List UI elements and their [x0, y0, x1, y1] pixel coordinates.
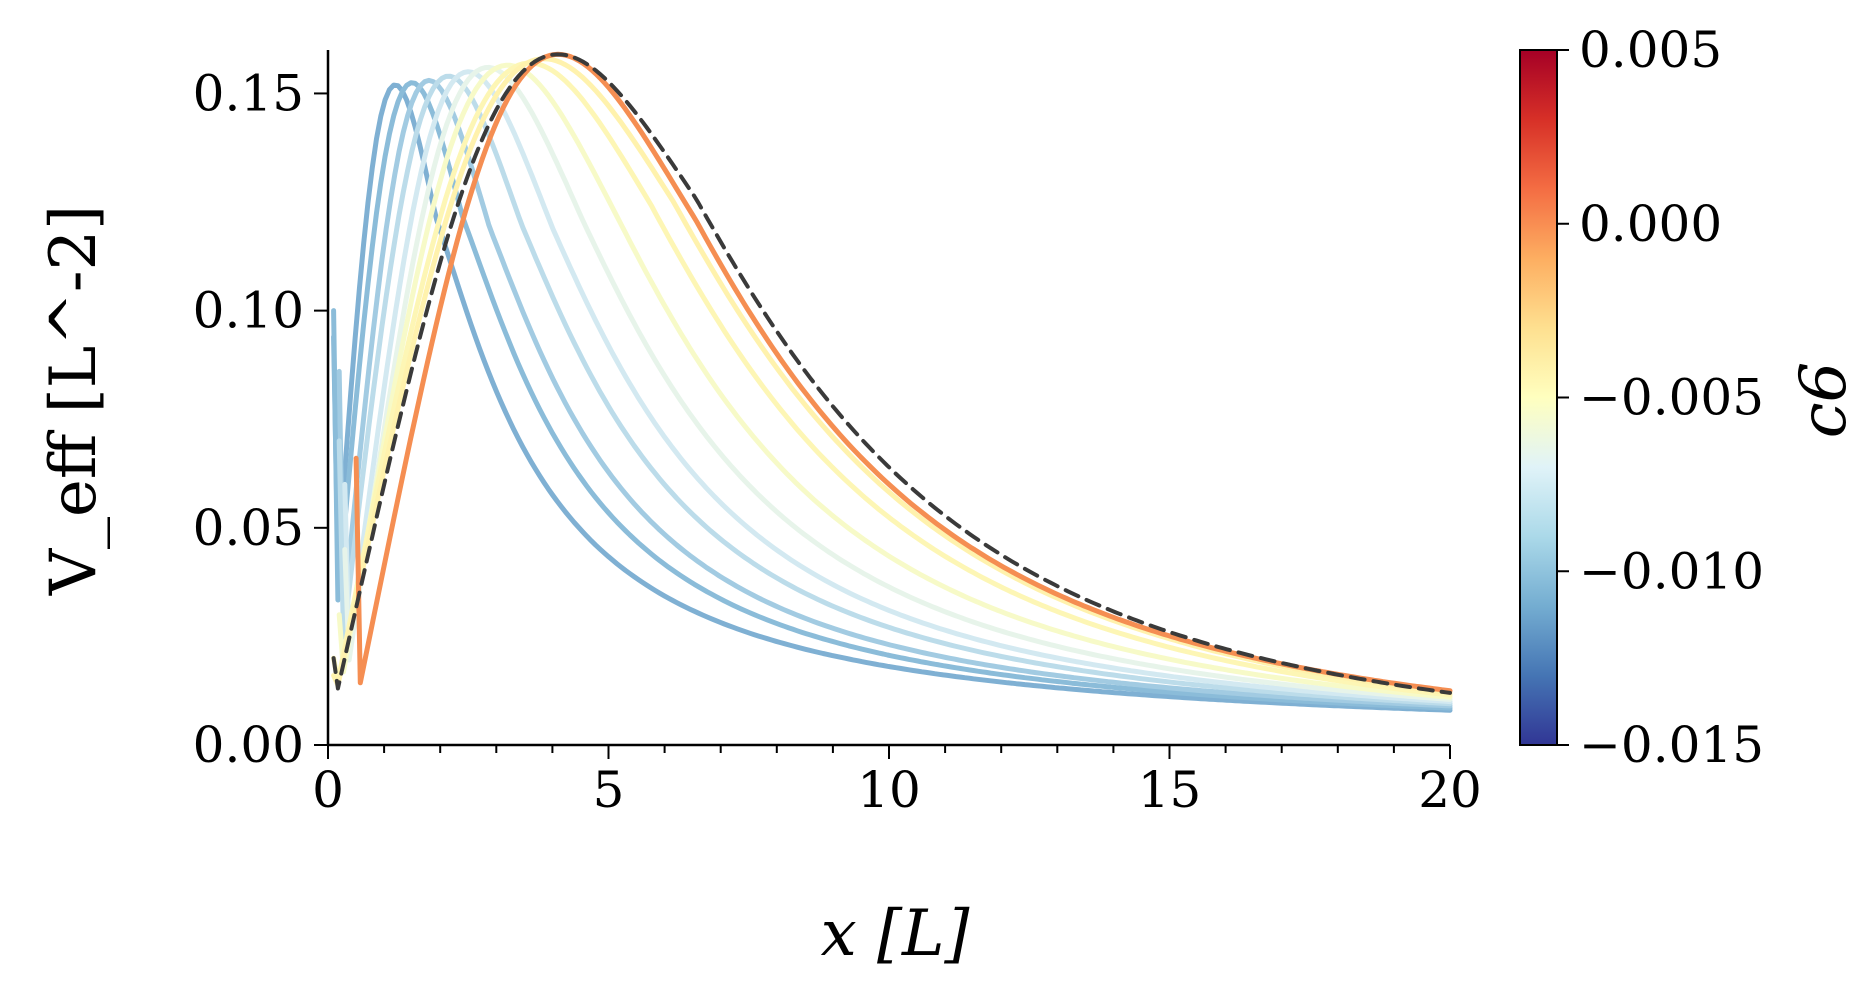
series-line: [331, 60, 1453, 698]
colorbar-tick-label: 0.005: [1579, 21, 1722, 79]
y-tick-label: 0.15: [193, 64, 304, 122]
series-line: [331, 80, 1453, 711]
colorbar-tick-label: −0.005: [1579, 369, 1764, 427]
series-line: [331, 56, 1453, 696]
colorbar: 0.005 0.000 −0.005 −0.010 −0.015: [1519, 21, 1764, 774]
y-tick-label: 0.10: [193, 282, 304, 340]
x-tick-label: 0: [312, 761, 344, 819]
x-tick-label: 20: [1418, 761, 1482, 819]
colorbar-bar: [1519, 49, 1558, 746]
series-line: [336, 73, 1453, 707]
x-axis-label: x [L]: [821, 897, 971, 971]
y-tick-label: 0.00: [193, 716, 304, 774]
colorbar-tick-label: −0.015: [1579, 716, 1764, 774]
plot-area: [331, 51, 1453, 713]
series-line: [336, 62, 1453, 700]
series-line: [342, 69, 1453, 705]
y-axis: 0.00 0.05 0.10 0.15: [193, 50, 330, 774]
colorbar-label: c6: [1787, 362, 1861, 439]
series-line: [342, 64, 1453, 702]
colorbar-tick-label: −0.010: [1579, 542, 1764, 600]
x-axis: 0 5 10 15 20: [312, 743, 1482, 819]
reference-dashed-line: [331, 52, 1452, 695]
series-line: [336, 77, 1453, 709]
series-line: [331, 82, 1453, 713]
x-tick-label: 5: [593, 761, 625, 819]
colorbar-tick-label: 0.000: [1579, 195, 1722, 253]
x-tick-label: 15: [1138, 761, 1202, 819]
y-axis-label: V_eff [L^-2]: [37, 205, 111, 596]
x-tick-label: 10: [857, 761, 921, 819]
y-tick-label: 0.05: [193, 499, 304, 557]
